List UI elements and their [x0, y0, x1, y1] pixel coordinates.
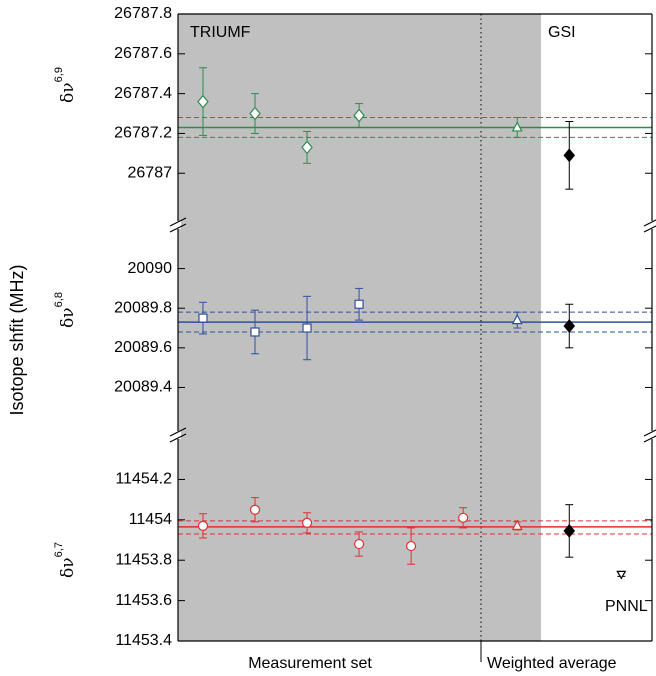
y-tick-label: 26787.6 [114, 45, 172, 62]
axis-break [643, 429, 656, 437]
y-tick-label: 26787.2 [114, 125, 172, 142]
point [616, 570, 627, 580]
y-tick-label: 20089.6 [114, 339, 172, 356]
y-tick-label: 20089.4 [114, 379, 172, 396]
point [563, 523, 576, 538]
y-axis-label: Isotope shfit (MHz) [7, 264, 27, 415]
panel-superscript: 6,9 [53, 67, 65, 82]
panel-symbol: δν [58, 307, 78, 328]
point [198, 313, 208, 323]
axis-break [169, 427, 187, 437]
panel-superscript: 6,7 [53, 542, 65, 557]
point [563, 319, 576, 333]
point [511, 313, 523, 325]
y-tick-label: 26787.4 [114, 85, 172, 102]
axis-break [643, 219, 656, 227]
axis-break [169, 223, 187, 233]
point [353, 538, 365, 550]
y-tick-label: 26787.8 [114, 5, 172, 22]
y-tick-label: 11453.4 [115, 632, 172, 649]
point [458, 512, 469, 523]
point [249, 504, 261, 515]
point [250, 327, 260, 337]
axis-break [169, 433, 187, 443]
y-tick-label: 26787 [128, 164, 173, 181]
panel-label: δν6,7 [53, 542, 78, 578]
point [563, 148, 576, 163]
break-gap [175, 431, 181, 439]
point [197, 520, 209, 531]
point [249, 106, 261, 121]
y-tick-label: 11454.2 [115, 471, 172, 488]
panel-symbol: δν [58, 82, 78, 103]
point [353, 108, 365, 123]
region-label: PNNL [605, 598, 648, 615]
point [511, 121, 523, 132]
axis-break [643, 225, 656, 233]
panel-symbol: δν [58, 557, 78, 578]
y-tick-label: 11454 [129, 511, 172, 528]
point [302, 323, 312, 333]
axis-break [169, 217, 187, 227]
y-tick-label: 11453.8 [115, 551, 172, 568]
point [301, 517, 313, 528]
panel-label: δν6,9 [53, 67, 78, 103]
break-gap [649, 431, 655, 439]
y-tick-label: 11453.6 [115, 592, 172, 609]
x-axis-label: Measurement set [248, 655, 372, 672]
panel-label: δν6,8 [53, 292, 78, 328]
point [354, 299, 364, 309]
y-tick-label: 20089.8 [114, 299, 172, 316]
point [511, 519, 523, 530]
x-axis-label: Weighted average [487, 655, 617, 672]
region-label: TRIUMF [190, 24, 251, 41]
panel-superscript: 6,8 [53, 292, 65, 307]
break-gap [175, 221, 181, 229]
axis-break [643, 435, 656, 443]
point [197, 94, 209, 109]
y-tick-label: 20090 [128, 260, 173, 277]
break-gap [649, 221, 655, 229]
region-label: GSI [548, 24, 576, 41]
point [405, 540, 417, 552]
point [301, 140, 313, 155]
